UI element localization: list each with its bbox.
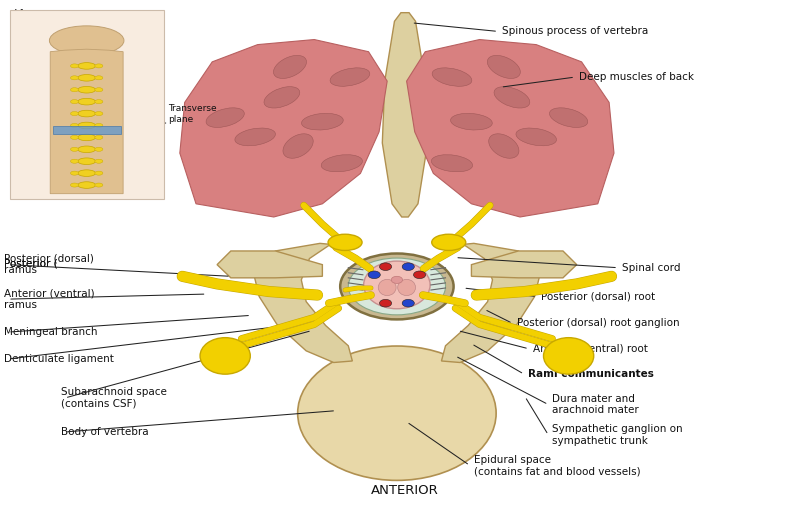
Ellipse shape — [274, 55, 306, 79]
Text: View: View — [15, 9, 40, 19]
Ellipse shape — [78, 170, 96, 176]
Ellipse shape — [348, 258, 446, 315]
Text: Sympathetic ganglion on
sympathetic trunk: Sympathetic ganglion on sympathetic trun… — [552, 424, 683, 446]
Ellipse shape — [432, 68, 472, 86]
Ellipse shape — [322, 155, 362, 172]
Circle shape — [379, 263, 392, 271]
Circle shape — [379, 299, 392, 307]
Circle shape — [402, 263, 415, 271]
Ellipse shape — [494, 87, 530, 108]
Ellipse shape — [432, 234, 466, 250]
Ellipse shape — [70, 147, 79, 152]
Circle shape — [368, 271, 381, 279]
Polygon shape — [180, 40, 387, 217]
Text: Meningeal branch: Meningeal branch — [4, 327, 97, 337]
Circle shape — [402, 299, 415, 307]
Text: Posterior (dorsal)
ramus: Posterior (dorsal) ramus — [4, 254, 94, 275]
Ellipse shape — [95, 76, 103, 80]
Ellipse shape — [70, 135, 79, 139]
Circle shape — [391, 276, 403, 283]
Ellipse shape — [95, 124, 103, 128]
Ellipse shape — [70, 171, 79, 175]
Ellipse shape — [70, 112, 79, 116]
Ellipse shape — [78, 158, 96, 165]
Ellipse shape — [450, 114, 492, 130]
Text: Posterior (: Posterior ( — [4, 259, 58, 269]
Ellipse shape — [544, 338, 594, 374]
Polygon shape — [407, 40, 614, 217]
Text: Transverse
plane: Transverse plane — [168, 104, 217, 124]
Polygon shape — [441, 243, 541, 363]
Ellipse shape — [264, 87, 300, 108]
Ellipse shape — [235, 128, 275, 146]
Text: Subarachnoid space
(contains CSF): Subarachnoid space (contains CSF) — [61, 387, 167, 409]
Ellipse shape — [78, 98, 96, 105]
Ellipse shape — [398, 279, 416, 296]
Text: Body of vertebra: Body of vertebra — [61, 427, 148, 437]
Text: Denticulate ligament: Denticulate ligament — [4, 354, 114, 364]
Ellipse shape — [70, 124, 79, 128]
Ellipse shape — [200, 338, 250, 374]
Ellipse shape — [432, 155, 472, 172]
Polygon shape — [50, 49, 123, 194]
Ellipse shape — [95, 159, 103, 163]
Ellipse shape — [297, 346, 496, 481]
Ellipse shape — [78, 122, 96, 129]
Ellipse shape — [378, 279, 396, 296]
Ellipse shape — [70, 76, 79, 80]
Text: Anterior (ventral) root: Anterior (ventral) root — [533, 344, 648, 354]
Ellipse shape — [70, 183, 79, 187]
Ellipse shape — [70, 64, 79, 68]
Ellipse shape — [549, 108, 588, 127]
Ellipse shape — [95, 135, 103, 139]
Ellipse shape — [95, 171, 103, 175]
Ellipse shape — [95, 183, 103, 187]
Ellipse shape — [488, 55, 520, 79]
Polygon shape — [382, 13, 428, 217]
Ellipse shape — [95, 112, 103, 116]
Bar — [10, 10, 164, 199]
Ellipse shape — [95, 88, 103, 92]
Ellipse shape — [78, 87, 96, 93]
Ellipse shape — [95, 147, 103, 152]
Ellipse shape — [330, 68, 370, 86]
Text: Spinous process of vertebra: Spinous process of vertebra — [502, 26, 649, 37]
Ellipse shape — [78, 146, 96, 153]
Text: Posterior (: Posterior ( — [4, 259, 58, 269]
Text: Deep muscles of back: Deep muscles of back — [579, 72, 694, 82]
Circle shape — [414, 271, 426, 279]
Text: Spinal cord: Spinal cord — [622, 263, 680, 273]
Ellipse shape — [488, 134, 519, 158]
Ellipse shape — [206, 108, 245, 127]
Ellipse shape — [301, 114, 343, 130]
Ellipse shape — [70, 99, 79, 104]
Polygon shape — [217, 251, 322, 278]
Polygon shape — [253, 243, 352, 363]
Ellipse shape — [70, 88, 79, 92]
Ellipse shape — [78, 111, 96, 117]
Ellipse shape — [95, 64, 103, 68]
Bar — [53, 126, 121, 134]
Text: Anterior (ventral)
ramus: Anterior (ventral) ramus — [4, 288, 95, 310]
Polygon shape — [471, 251, 577, 278]
Text: ANTERIOR: ANTERIOR — [371, 484, 439, 497]
Ellipse shape — [95, 99, 103, 104]
Text: Epidural space
(contains fat and blood vessels): Epidural space (contains fat and blood v… — [474, 455, 641, 476]
Text: Posterior (dorsal) root: Posterior (dorsal) root — [541, 292, 655, 302]
Ellipse shape — [78, 62, 96, 69]
Ellipse shape — [49, 26, 124, 55]
Ellipse shape — [340, 254, 454, 319]
Text: Dura mater and
arachnoid mater: Dura mater and arachnoid mater — [552, 394, 639, 415]
Ellipse shape — [328, 234, 362, 250]
Ellipse shape — [78, 75, 96, 81]
Ellipse shape — [78, 182, 96, 188]
Ellipse shape — [516, 128, 556, 146]
Ellipse shape — [364, 261, 430, 309]
Ellipse shape — [283, 134, 313, 158]
Ellipse shape — [70, 159, 79, 163]
Text: Posterior (dorsal) root ganglion: Posterior (dorsal) root ganglion — [517, 318, 680, 329]
Text: Posterior (​: Posterior (​ — [4, 256, 58, 266]
Text: Rami communicantes: Rami communicantes — [528, 369, 654, 379]
Ellipse shape — [78, 134, 96, 141]
